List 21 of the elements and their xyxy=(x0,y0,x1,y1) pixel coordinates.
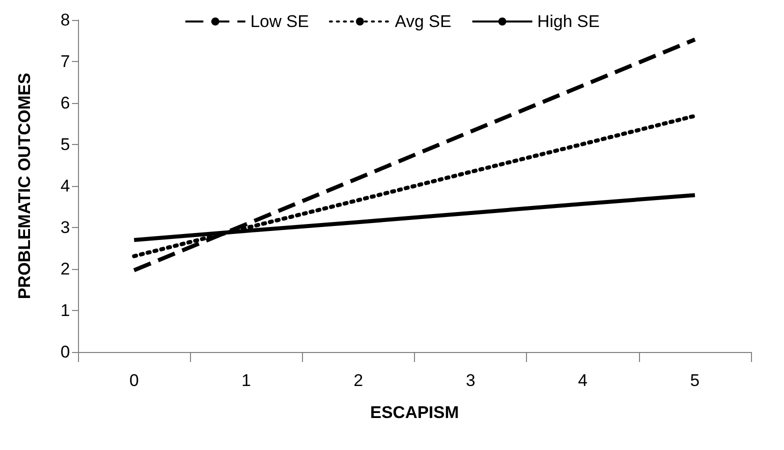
y-axis-title: PROBLEMATIC OUTCOMES xyxy=(15,72,34,300)
y-tick-label: 3 xyxy=(60,218,70,237)
y-tick-label: 0 xyxy=(60,342,70,362)
legend-label: High SE xyxy=(537,12,600,31)
x-tick-label: 4 xyxy=(578,371,588,390)
y-tick-label: 5 xyxy=(60,135,70,154)
x-tick-label: 1 xyxy=(242,371,251,390)
x-axis-title: ESCAPISM xyxy=(370,403,459,422)
line-series xyxy=(132,38,697,272)
y-tick-label: 2 xyxy=(60,260,70,278)
y-tick-label: 1 xyxy=(60,301,70,320)
legend-label: Avg SE xyxy=(394,12,452,31)
x-tick-label: 2 xyxy=(354,371,364,390)
y-tick-label: 8 xyxy=(60,10,70,30)
y-tick-label: 6 xyxy=(60,94,70,112)
x-tick-label: 0 xyxy=(129,371,139,390)
y-tick-label: 4 xyxy=(60,176,70,196)
legend-label: Low SE xyxy=(250,12,309,31)
x-tick-label: 5 xyxy=(690,371,700,390)
y-tick-label: 7 xyxy=(60,52,70,71)
x-tick-label: 3 xyxy=(466,371,476,390)
